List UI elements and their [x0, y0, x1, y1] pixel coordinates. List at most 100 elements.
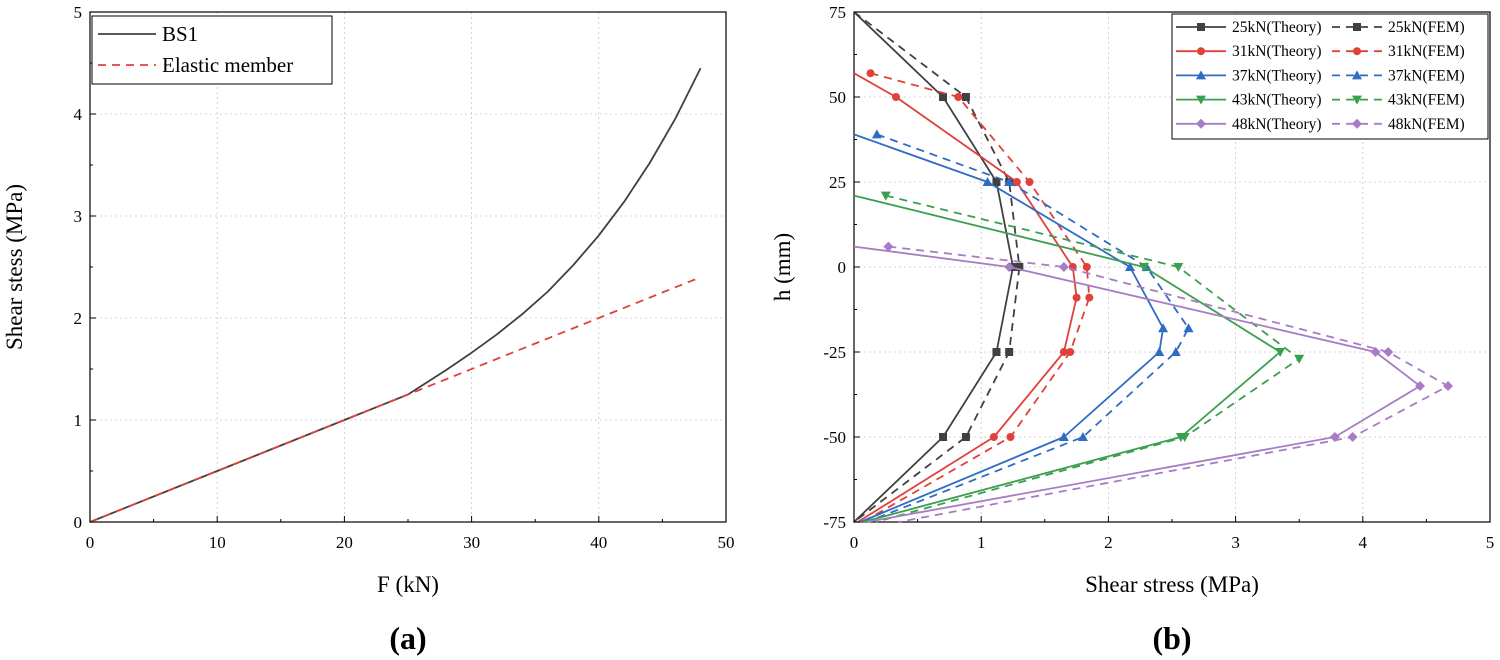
chart-b-legend-item: 31kN(Theory) — [1176, 43, 1322, 60]
chart-b-legend-label: 37kN(FEM) — [1388, 67, 1465, 84]
chart-a-x-axis-label: F (kN) — [377, 572, 439, 597]
chart-b-data-point — [1066, 348, 1075, 356]
chart-b-data-point — [1006, 433, 1015, 441]
chart-b-data-point — [1058, 262, 1069, 272]
chart-a-y-axis-label: Shear stess (MPa) — [2, 184, 27, 350]
chart-b-legend-marker — [1353, 47, 1361, 56]
chart-b-y-axis-label: h (mm) — [770, 233, 795, 301]
chart-b-series-9 — [883, 241, 1454, 523]
chart-b-data-point — [1173, 263, 1184, 272]
chart-b-data-point — [1015, 263, 1024, 271]
chart-b-data-point — [992, 178, 1001, 186]
chart-a: 0 10 20 30 40 50 0 1 2 3 4 5 F (kN) Shear stess (MP… — [2, 3, 735, 656]
chart-b-data-point — [1004, 177, 1015, 186]
chart-b-series-line — [853, 133, 1164, 523]
chart-b-data-point — [1383, 347, 1394, 357]
chart-b-y-tick-label: 25 — [829, 173, 846, 192]
chart-b-panel-label: (b) — [1152, 620, 1191, 656]
chart-b-data-point — [1059, 348, 1068, 356]
chart-b-ticks: 0 1 2 3 4 5 -75 -50 -25 0 25 50 75 — [823, 3, 1494, 552]
chart-a-legend-item: Elastic member — [98, 53, 293, 77]
chart-b-legend-item: 43kN(FEM) — [1332, 92, 1465, 109]
chart-a-legend-label: Elastic member — [162, 53, 293, 77]
chart-b-data-point — [1443, 381, 1454, 391]
chart-b-y-tick-label: -50 — [823, 428, 846, 447]
chart-b-legend-label: 25kN(Theory) — [1232, 19, 1322, 36]
chart-b-x-axis-label: Shear stress (MPa) — [1085, 572, 1259, 597]
chart-b-data-point — [1415, 381, 1426, 391]
chart-b-data-point — [1082, 263, 1091, 271]
chart-b-x-tick-label: 5 — [1486, 533, 1495, 552]
chart-b: 0 1 2 3 4 5 -75 -50 -25 0 25 50 75 Shear stress (MPa… — [770, 3, 1494, 656]
chart-b-legend-box — [1171, 13, 1489, 140]
chart-a-x-tick-label: 50 — [718, 533, 735, 552]
chart-b-series-line — [853, 245, 1421, 523]
chart-b-data-point — [1183, 323, 1194, 333]
chart-b-data-point — [866, 69, 875, 78]
chart-a-ticks: 0 10 20 30 40 50 0 1 2 3 4 5 — [74, 3, 735, 552]
chart-b-data-point — [954, 93, 963, 101]
chart-a-legend-label: BS1 — [162, 22, 198, 46]
chart-b-data-point — [1294, 354, 1305, 364]
chart-b-data-point — [1179, 433, 1190, 442]
chart-b-series-4 — [853, 133, 1169, 523]
chart-b-data-point — [1275, 348, 1286, 357]
chart-a-legend-box — [91, 15, 333, 85]
chart-b-y-tick-label: -75 — [823, 513, 846, 532]
chart-b-legend-item: 37kN(FEM) — [1332, 67, 1465, 84]
chart-a-x-tick-label: 10 — [209, 533, 226, 552]
chart-b-legend-label: 43kN(Theory) — [1232, 92, 1322, 109]
chart-a-y-tick-label: 0 — [74, 513, 83, 532]
chart-a-x-tick-label: 0 — [86, 533, 95, 552]
chart-b-data-point — [1085, 293, 1094, 302]
chart-b-x-tick-label: 1 — [977, 533, 986, 552]
chart-a-x-tick-label: 40 — [590, 533, 607, 552]
chart-b-data-point — [982, 177, 993, 186]
chart-a-legend-item: BS1 — [98, 22, 198, 46]
chart-b-data-point — [1158, 323, 1169, 333]
chart-a-series-line — [89, 67, 702, 523]
chart-a-plot-frame — [89, 11, 727, 523]
chart-b-series-line — [888, 245, 1449, 523]
chart-b-legend-marker — [1196, 95, 1206, 105]
chart-b-data-point — [1170, 347, 1181, 356]
chart-a-grid — [90, 12, 726, 522]
chart-b-data-point — [1058, 432, 1069, 441]
chart-b-data-point — [891, 93, 900, 101]
chart-b-legend-label: 43kN(FEM) — [1388, 92, 1465, 109]
chart-a-series-1 — [89, 276, 701, 523]
chart-b-legend-label: 31kN(Theory) — [1232, 43, 1322, 60]
chart-b-legend-item: 43kN(Theory) — [1176, 92, 1322, 109]
chart-b-x-tick-label: 4 — [1359, 533, 1368, 552]
chart-b-data-point — [880, 191, 891, 201]
chart-a-y-tick-label: 3 — [74, 207, 83, 226]
chart-b-series-line — [853, 72, 1078, 523]
chart-b-legend-item: 37kN(Theory) — [1176, 67, 1322, 84]
chart-a-legend: BS1 Elastic member — [91, 15, 333, 85]
chart-b-x-tick-label: 0 — [850, 533, 859, 552]
chart-b-data-point — [939, 433, 948, 441]
chart-a-x-tick-label: 20 — [336, 533, 353, 552]
chart-b-y-tick-label: -25 — [823, 343, 846, 362]
chart-b-data-point — [989, 433, 998, 441]
chart-b-series-7 — [875, 191, 1305, 523]
chart-b-x-tick-label: 3 — [1231, 533, 1240, 552]
chart-b-data-point — [1004, 262, 1015, 272]
chart-b-x-tick-label: 2 — [1104, 533, 1113, 552]
chart-b-legend-marker — [1197, 23, 1205, 31]
chart-b-y-tick-label: 75 — [829, 3, 846, 22]
chart-b-series-2 — [853, 72, 1081, 523]
chart-b-data-point — [1347, 432, 1358, 442]
chart-b-data-point — [939, 93, 948, 101]
chart-b-legend-label: 31kN(FEM) — [1388, 43, 1465, 60]
chart-b-data-point — [961, 433, 970, 441]
chart-b-data-point — [1005, 348, 1014, 356]
chart-b-series-3 — [862, 69, 1094, 523]
chart-a-series-group — [89, 67, 702, 523]
chart-b-data-point — [1077, 432, 1088, 441]
chart-b-legend-marker — [1352, 95, 1362, 105]
chart-a-panel-label: (a) — [389, 620, 426, 656]
chart-b-legend-marker — [1196, 70, 1206, 80]
chart-b-data-point — [992, 348, 1001, 356]
